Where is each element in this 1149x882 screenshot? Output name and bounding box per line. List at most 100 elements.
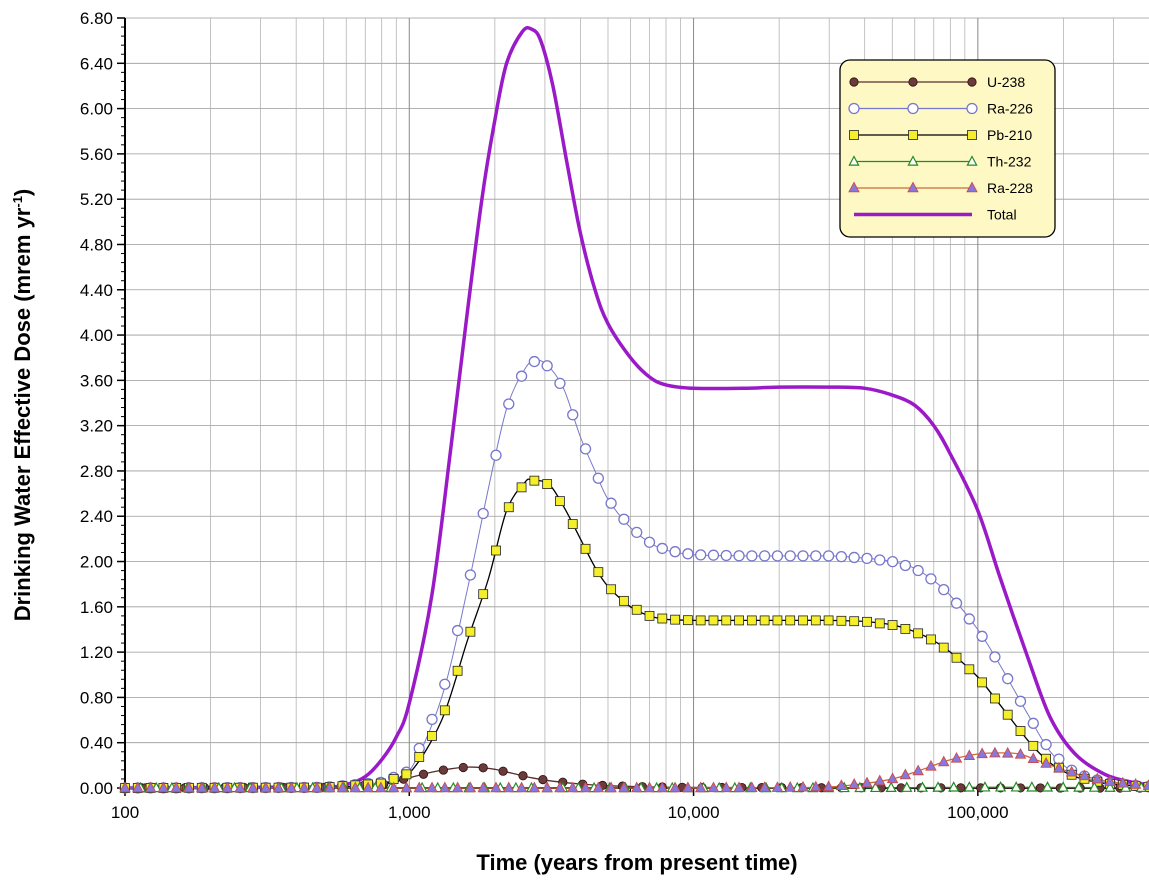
data-point-pb-210 [491, 545, 501, 556]
data-point-th-232 [963, 781, 975, 792]
data-point-pb-210 [1002, 709, 1013, 720]
data-point-ra-228 [963, 749, 976, 761]
data-point-ra-226 [579, 443, 592, 455]
data-point-ra-226 [439, 678, 451, 690]
data-point-ra-228 [810, 780, 822, 792]
data-point-u-238 [518, 771, 528, 781]
y-tick-label: 6.80 [80, 9, 113, 28]
data-point-pb-210 [1015, 726, 1026, 736]
legend-entry-u-238: U-238 [849, 74, 1025, 90]
data-point-th-232 [994, 781, 1007, 792]
data-point-pb-210 [401, 769, 412, 780]
data-point-th-232 [901, 781, 913, 792]
data-point-ra-228 [886, 772, 899, 784]
data-point-ra-228 [183, 781, 195, 793]
data-point-ra-228 [1001, 746, 1014, 758]
data-point-pb-210 [503, 502, 514, 513]
data-point-ra-228 [1040, 757, 1052, 768]
data-point-ra-226 [810, 550, 822, 562]
data-point-ra-226 [886, 555, 899, 568]
data-point-ra-228 [554, 781, 566, 793]
data-point-th-232 [1057, 781, 1069, 792]
data-point-pb-210 [759, 615, 770, 626]
data-point-pb-210 [542, 479, 553, 489]
data-point-ra-226 [656, 542, 668, 555]
data-point-th-232 [948, 781, 960, 792]
data-point-ra-228 [771, 781, 784, 792]
legend-marker-pb-210 [967, 130, 977, 140]
data-point-ra-226 [1014, 695, 1027, 707]
data-point-pb-210 [657, 613, 668, 624]
data-point-pb-210 [772, 615, 783, 626]
data-point-ra-226 [861, 552, 873, 565]
data-point-ra-228 [400, 781, 413, 793]
data-point-ra-228 [157, 781, 170, 793]
data-point-ra-226 [746, 550, 758, 562]
x-tick-label: 1,000 [388, 803, 431, 822]
data-point-ra-228 [694, 781, 707, 793]
data-point-ra-226 [1027, 717, 1039, 729]
data-point-ra-226 [899, 559, 912, 572]
data-point-pb-210 [427, 731, 437, 741]
legend-entry-ra-226: Ra-226 [848, 101, 1033, 117]
data-point-ra-226 [451, 624, 464, 637]
data-point-ra-228 [387, 781, 400, 793]
data-point-ra-228 [311, 781, 323, 793]
data-point-ra-226 [490, 449, 502, 461]
data-point-ra-226 [464, 569, 477, 581]
legend-label-ra-226: Ra-226 [987, 101, 1033, 117]
data-point-ra-228 [247, 781, 259, 793]
data-point-ra-226 [1002, 673, 1014, 685]
data-point-ra-228 [937, 755, 950, 767]
data-point-ra-228 [912, 764, 924, 776]
y-tick-label: 2.00 [80, 553, 113, 572]
data-point-ra-226 [733, 550, 745, 562]
data-point-ra-228 [579, 781, 592, 793]
data-point-pb-210 [414, 752, 425, 762]
data-point-ra-226 [938, 583, 950, 596]
data-point-ra-226 [874, 554, 886, 566]
data-point-ra-226 [912, 564, 924, 577]
data-point-ra-228 [1027, 752, 1040, 764]
data-point-ra-228 [426, 781, 438, 793]
data-point-ra-228 [451, 781, 464, 793]
data-point-ra-228 [989, 746, 1001, 758]
data-point-ra-228 [848, 778, 860, 789]
data-point-ra-228 [196, 781, 208, 793]
data-point-ra-226 [963, 613, 975, 625]
y-tick-label: 0.80 [80, 688, 113, 707]
data-point-ra-228 [1078, 769, 1091, 781]
data-point-ra-228 [592, 781, 605, 793]
data-point-ra-226 [554, 377, 566, 390]
data-point-ra-228 [682, 781, 694, 793]
data-point-th-232 [1104, 781, 1116, 792]
grid-lines [125, 17, 1149, 788]
data-point-ra-228 [515, 781, 528, 793]
data-point-ra-228 [285, 781, 298, 793]
data-point-ra-228 [323, 781, 336, 793]
data-point-ra-226 [618, 513, 630, 525]
x-tick-label: 10,000 [668, 803, 720, 822]
y-tick-label: 4.00 [80, 326, 113, 345]
tick-labels: 0.00 0.40 0.80 1.20 1.60 2.00 2.40 2.80 3.20 3.60… [80, 9, 1009, 822]
data-point-pb-210 [785, 615, 796, 626]
y-tick-label: 3.60 [80, 371, 113, 390]
data-point-ra-228 [528, 781, 541, 793]
legend-marker-u-238 [849, 77, 859, 87]
data-point-ra-228 [566, 781, 579, 793]
data-point-ra-226 [822, 550, 835, 562]
data-point-ra-228 [758, 781, 771, 792]
data-point-ra-228 [656, 781, 669, 793]
data-point-pb-210 [1028, 740, 1039, 751]
data-point-ra-228 [733, 781, 745, 793]
data-point-ra-228 [861, 776, 873, 788]
data-point-ra-226 [682, 548, 694, 560]
data-point-u-238 [438, 765, 448, 775]
legend-marker-u-238 [908, 77, 918, 87]
x-tick-label: 100,000 [947, 803, 1008, 822]
data-point-pb-210 [516, 482, 527, 493]
data-point-ra-228 [976, 747, 988, 759]
data-point-ra-228 [1117, 776, 1129, 788]
data-point-ra-226 [413, 742, 425, 755]
data-point-ra-228 [1142, 779, 1149, 790]
